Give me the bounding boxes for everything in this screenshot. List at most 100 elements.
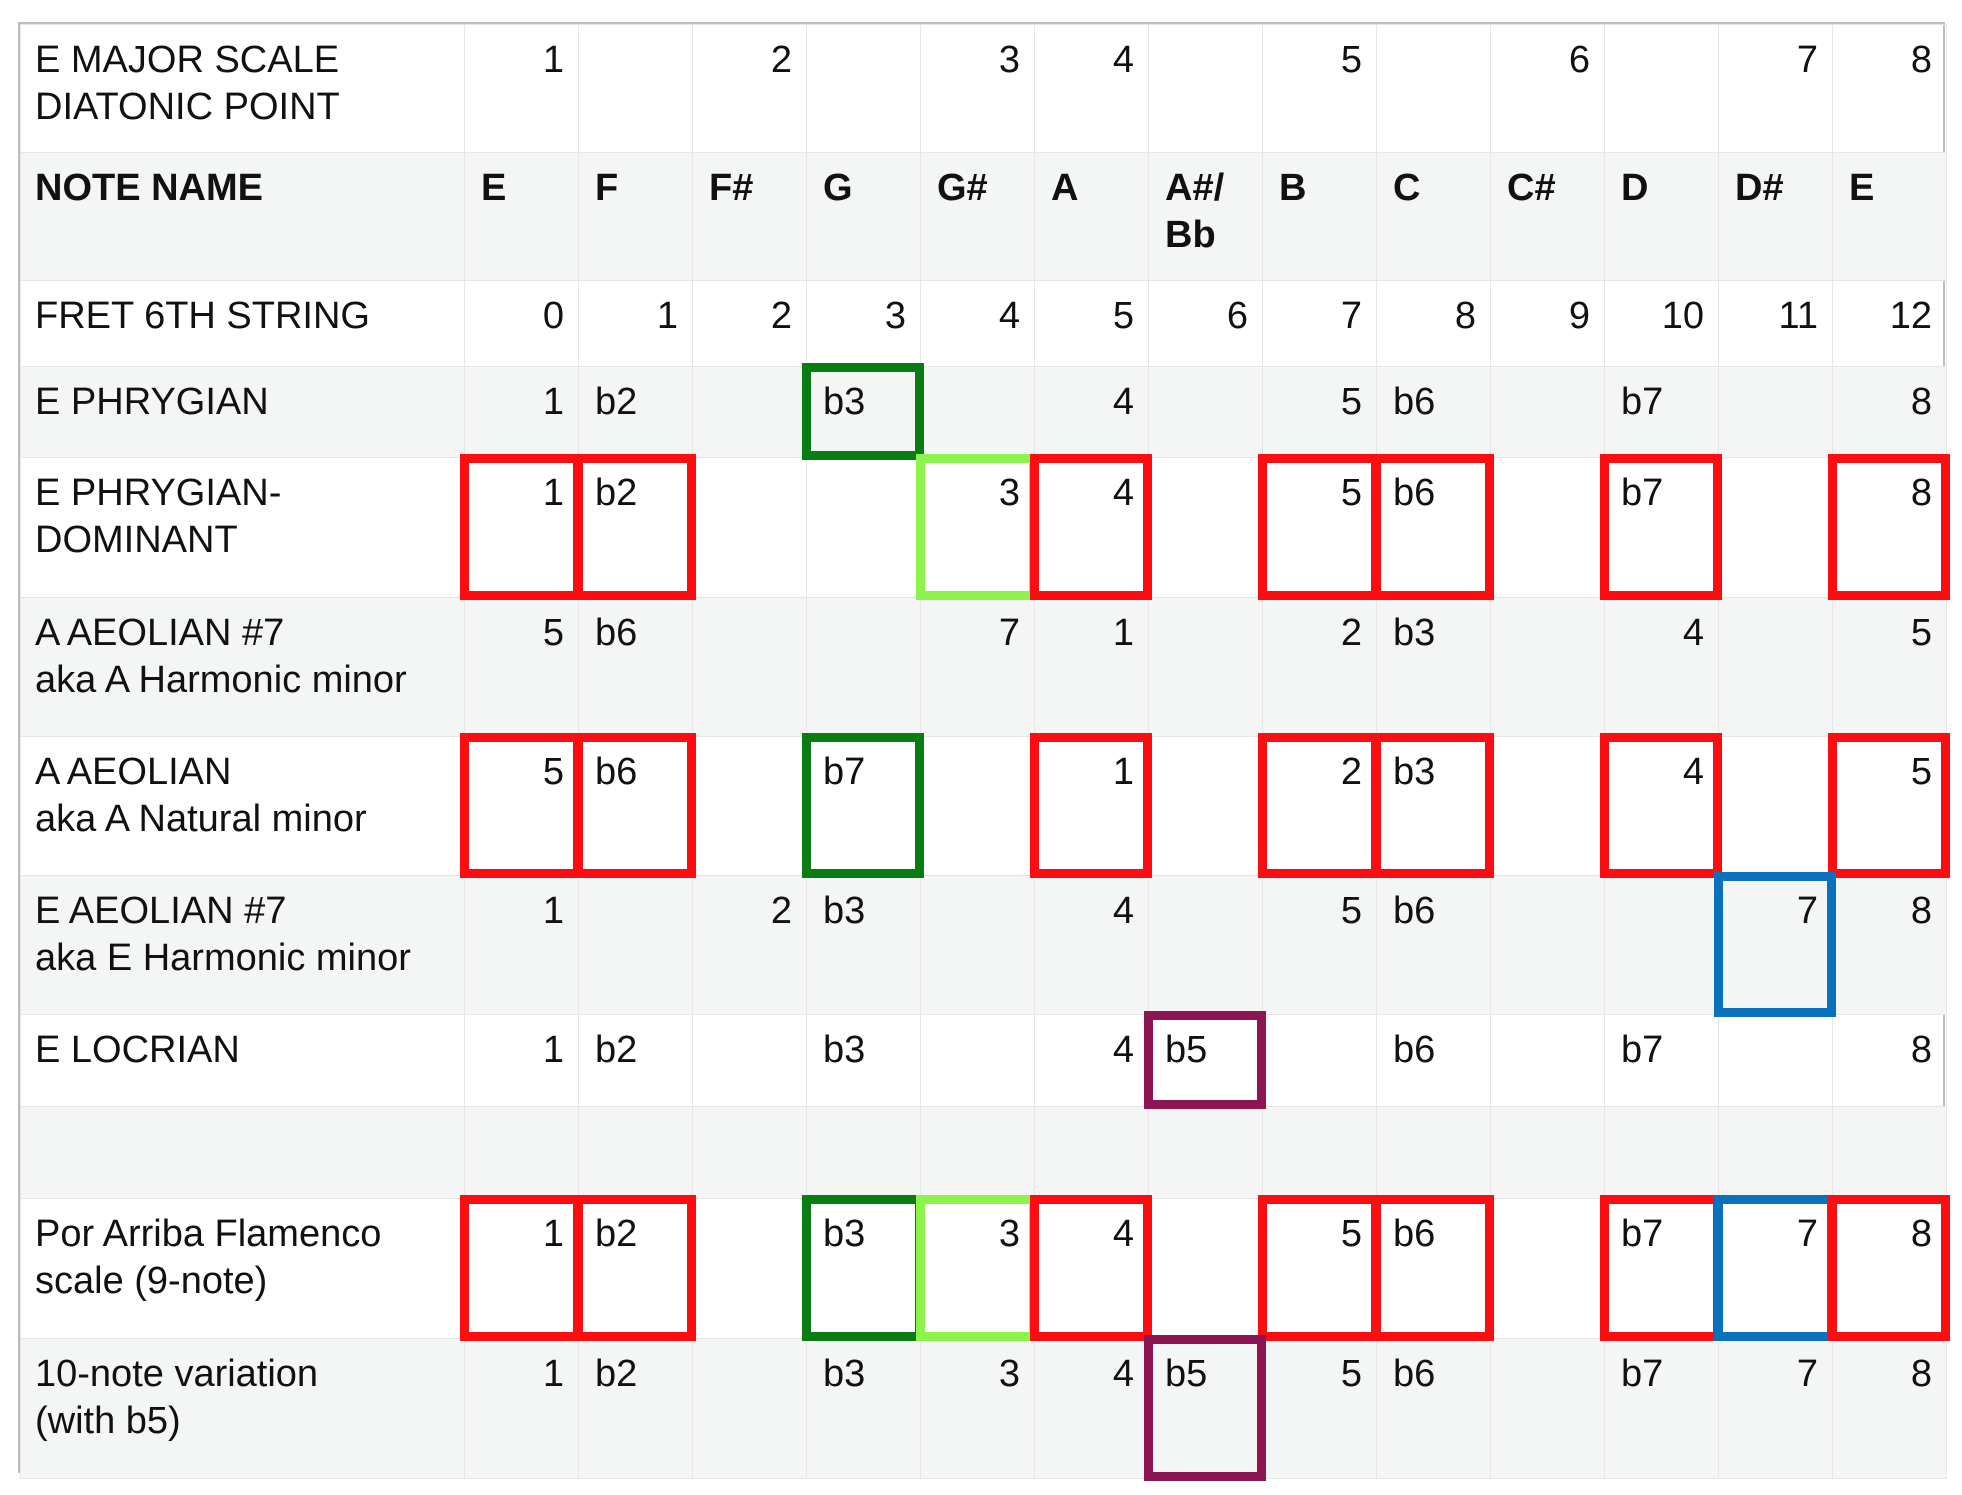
table-cell[interactable]: 5 xyxy=(1262,875,1377,1015)
table-cell[interactable]: F xyxy=(578,152,693,281)
table-cell[interactable] xyxy=(920,875,1035,1015)
table-cell[interactable]: B xyxy=(1262,152,1377,281)
table-cell[interactable]: b6 xyxy=(1376,1338,1491,1479)
table-cell[interactable]: b6 xyxy=(1376,366,1491,458)
row-label[interactable]: Por Arriba Flamenco scale (9-note) xyxy=(20,1198,465,1339)
table-cell[interactable] xyxy=(1490,1338,1605,1479)
table-cell[interactable] xyxy=(1718,1106,1833,1199)
table-cell[interactable] xyxy=(806,1106,921,1199)
table-cell[interactable]: 4 xyxy=(1604,736,1719,876)
table-cell[interactable]: b7 xyxy=(1604,1014,1719,1107)
table-cell[interactable] xyxy=(692,736,807,876)
table-cell[interactable]: 2 xyxy=(692,24,807,153)
table-cell[interactable] xyxy=(1376,1106,1491,1199)
table-cell[interactable]: b2 xyxy=(578,366,693,458)
table-cell[interactable]: 4 xyxy=(920,280,1035,367)
table-cell[interactable]: 5 xyxy=(1262,366,1377,458)
table-cell[interactable] xyxy=(1148,24,1263,153)
table-cell[interactable] xyxy=(920,1106,1035,1199)
table-cell[interactable] xyxy=(692,366,807,458)
table-cell[interactable]: 8 xyxy=(1832,1014,1947,1107)
table-cell[interactable] xyxy=(692,1338,807,1479)
table-cell[interactable] xyxy=(1148,875,1263,1015)
table-cell[interactable]: 3 xyxy=(920,1338,1035,1479)
table-cell[interactable] xyxy=(920,736,1035,876)
table-cell[interactable]: 2 xyxy=(692,875,807,1015)
table-cell[interactable] xyxy=(1490,875,1605,1015)
row-label[interactable]: E MAJOR SCALE DIATONIC POINT xyxy=(20,24,465,153)
table-cell[interactable] xyxy=(1490,1014,1605,1107)
table-cell[interactable]: 3 xyxy=(920,24,1035,153)
table-cell[interactable]: b3 xyxy=(806,1338,921,1479)
table-cell[interactable] xyxy=(578,24,693,153)
table-cell[interactable]: b7 xyxy=(806,736,921,876)
row-label[interactable]: A AEOLIAN aka A Natural minor xyxy=(20,736,465,876)
table-cell[interactable] xyxy=(692,457,807,598)
table-cell[interactable]: 12 xyxy=(1832,280,1947,367)
table-cell[interactable] xyxy=(1604,24,1719,153)
table-cell[interactable]: b2 xyxy=(578,1198,693,1339)
table-cell[interactable] xyxy=(1490,736,1605,876)
table-cell[interactable]: b3 xyxy=(806,1198,921,1339)
table-cell[interactable]: b6 xyxy=(1376,1014,1491,1107)
table-cell[interactable]: b5 xyxy=(1148,1014,1263,1107)
table-cell[interactable]: 4 xyxy=(1034,1338,1149,1479)
table-cell[interactable]: 7 xyxy=(1262,280,1377,367)
table-cell[interactable]: 10 xyxy=(1604,280,1719,367)
table-cell[interactable]: 1 xyxy=(464,457,579,598)
table-cell[interactable] xyxy=(1262,1106,1377,1199)
table-cell[interactable] xyxy=(920,366,1035,458)
table-cell[interactable]: 1 xyxy=(464,1198,579,1339)
table-cell[interactable] xyxy=(1490,366,1605,458)
table-cell[interactable]: C xyxy=(1376,152,1491,281)
table-cell[interactable]: b3 xyxy=(1376,597,1491,737)
table-cell[interactable]: 6 xyxy=(1148,280,1263,367)
table-cell[interactable]: G xyxy=(806,152,921,281)
table-cell[interactable]: 2 xyxy=(692,280,807,367)
table-cell[interactable]: b7 xyxy=(1604,366,1719,458)
table-cell[interactable] xyxy=(1718,597,1833,737)
table-cell[interactable] xyxy=(1148,366,1263,458)
table-cell[interactable] xyxy=(692,1014,807,1107)
table-cell[interactable]: b6 xyxy=(1376,457,1491,598)
table-cell[interactable]: 5 xyxy=(1832,736,1947,876)
table-cell[interactable]: A xyxy=(1034,152,1149,281)
table-cell[interactable]: 1 xyxy=(578,280,693,367)
table-cell[interactable] xyxy=(1490,1106,1605,1199)
table-cell[interactable]: 8 xyxy=(1832,1198,1947,1339)
table-cell[interactable]: b5 xyxy=(1148,1338,1263,1479)
table-cell[interactable]: 4 xyxy=(1034,1014,1149,1107)
table-cell[interactable]: 1 xyxy=(464,1014,579,1107)
table-cell[interactable]: 4 xyxy=(1034,875,1149,1015)
table-cell[interactable] xyxy=(806,597,921,737)
table-cell[interactable]: 7 xyxy=(1718,24,1833,153)
table-cell[interactable] xyxy=(692,1106,807,1199)
table-cell[interactable]: A#/Bb xyxy=(1148,152,1263,281)
table-cell[interactable]: 5 xyxy=(1034,280,1149,367)
row-label[interactable]: E LOCRIAN xyxy=(20,1014,465,1107)
table-cell[interactable]: C# xyxy=(1490,152,1605,281)
row-label[interactable] xyxy=(20,1106,465,1199)
table-cell[interactable]: 0 xyxy=(464,280,579,367)
table-cell[interactable]: G# xyxy=(920,152,1035,281)
table-cell[interactable]: b3 xyxy=(806,1014,921,1107)
table-cell[interactable]: 7 xyxy=(1718,1338,1833,1479)
table-cell[interactable]: 5 xyxy=(464,597,579,737)
table-cell[interactable]: b3 xyxy=(1376,736,1491,876)
row-label[interactable]: E PHRYGIAN xyxy=(20,366,465,458)
table-cell[interactable] xyxy=(1832,1106,1947,1199)
table-cell[interactable]: 5 xyxy=(1262,1338,1377,1479)
table-cell[interactable] xyxy=(464,1106,579,1199)
table-cell[interactable]: 4 xyxy=(1034,1198,1149,1339)
table-cell[interactable] xyxy=(1148,457,1263,598)
table-cell[interactable]: 1 xyxy=(1034,736,1149,876)
table-cell[interactable]: 8 xyxy=(1832,366,1947,458)
table-cell[interactable]: 8 xyxy=(1832,24,1947,153)
table-cell[interactable]: E xyxy=(464,152,579,281)
table-cell[interactable]: b7 xyxy=(1604,1198,1719,1339)
table-cell[interactable]: 4 xyxy=(1034,24,1149,153)
table-cell[interactable]: 5 xyxy=(1262,24,1377,153)
table-cell[interactable]: b6 xyxy=(578,597,693,737)
table-cell[interactable]: b3 xyxy=(806,366,921,458)
table-cell[interactable]: b6 xyxy=(1376,1198,1491,1339)
